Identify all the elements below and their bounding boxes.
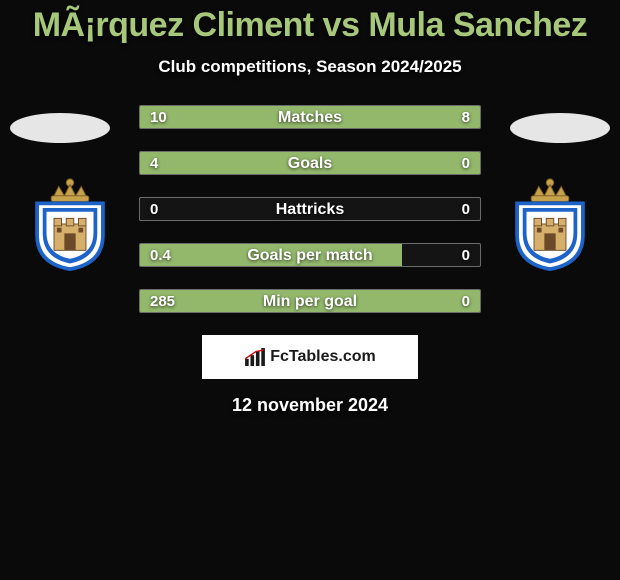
comparison-card: MÃ¡rquez Climent vs Mula Sanchez Club co… — [0, 0, 620, 580]
stat-label: Matches — [140, 106, 480, 129]
club-crest-right — [500, 177, 600, 271]
brand-text: FcTables.com — [270, 348, 376, 366]
stat-row: 0.40Goals per match — [139, 243, 481, 267]
stat-label: Goals — [140, 152, 480, 175]
subtitle: Club competitions, Season 2024/2025 — [0, 57, 620, 77]
stat-row: 2850Min per goal — [139, 289, 481, 313]
stat-row: 108Matches — [139, 105, 481, 129]
stat-row: 40Goals — [139, 151, 481, 175]
date-text: 12 november 2024 — [0, 395, 620, 416]
crest-icon — [500, 177, 600, 271]
brand-box[interactable]: FcTables.com — [202, 335, 418, 379]
player-ellipse-left — [10, 113, 110, 143]
stat-bars: 108Matches 40Goals 00Hattricks 0.40Goals pe… — [139, 105, 481, 313]
player-ellipse-right — [510, 113, 610, 143]
stat-label: Min per goal — [140, 290, 480, 313]
stat-label: Goals per match — [140, 244, 480, 267]
stat-label: Hattricks — [140, 198, 480, 221]
crest-icon — [20, 177, 120, 271]
club-crest-left — [20, 177, 120, 271]
stat-row: 00Hattricks — [139, 197, 481, 221]
page-title: MÃ¡rquez Climent vs Mula Sanchez — [0, 0, 620, 45]
bar-chart-icon — [244, 348, 266, 366]
main-panel: 108Matches 40Goals 00Hattricks 0.40Goals pe… — [0, 105, 620, 416]
